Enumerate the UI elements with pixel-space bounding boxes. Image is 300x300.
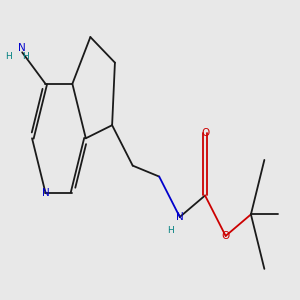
Text: O: O	[201, 128, 209, 138]
Text: N: N	[176, 212, 184, 222]
Text: H: H	[167, 226, 174, 235]
Text: O: O	[221, 231, 230, 241]
Text: H: H	[22, 52, 28, 61]
Text: H: H	[5, 52, 12, 61]
Text: N: N	[42, 188, 50, 198]
Text: N: N	[18, 43, 26, 53]
